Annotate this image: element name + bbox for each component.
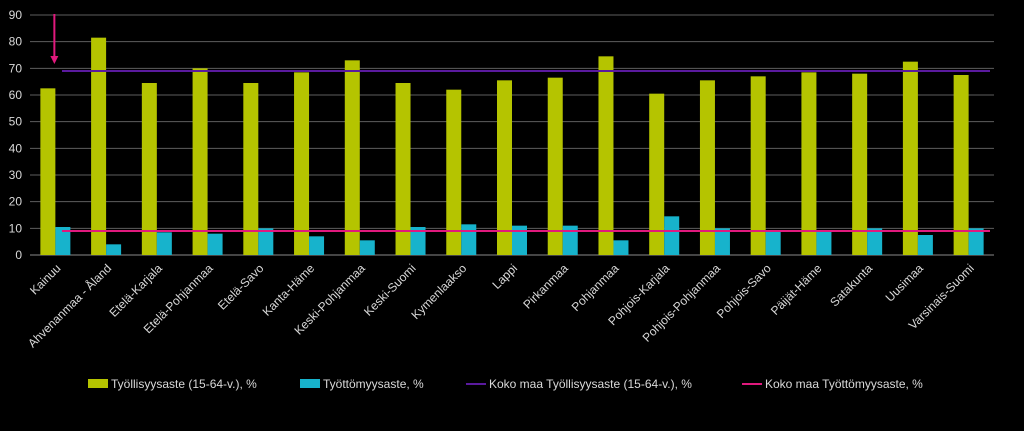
bar-unemployment-1 — [106, 244, 122, 255]
y-tick-label: 50 — [9, 115, 23, 129]
legend-swatch — [300, 379, 320, 388]
legend-label: Työllisyysaste (15-64-v.), % — [111, 377, 257, 391]
bar-unemployment-15 — [816, 231, 832, 255]
bar-unemployment-10 — [562, 225, 578, 255]
bar-employment-4 — [243, 83, 259, 255]
bar-employment-2 — [141, 83, 157, 255]
legend-swatch — [88, 379, 108, 388]
legend: Työllisyysaste (15-64-v.), % Työttömyysas… — [88, 377, 923, 391]
bar-employment-16 — [852, 73, 868, 256]
bar-employment-18 — [953, 75, 969, 255]
y-tick-label: 0 — [15, 248, 22, 262]
bar-unemployment-8 — [461, 224, 477, 255]
bars — [40, 37, 984, 256]
bar-employment-10 — [547, 77, 563, 256]
y-tick-label: 70 — [9, 61, 23, 75]
bar-employment-14 — [750, 76, 766, 255]
bar-unemployment-18 — [968, 228, 984, 255]
bar-unemployment-5 — [309, 236, 325, 255]
bar-employment-8 — [446, 89, 462, 256]
annotation-arrow-head — [50, 56, 59, 64]
bar-unemployment-13 — [714, 228, 730, 255]
bar-unemployment-16 — [867, 228, 883, 255]
bar-employment-13 — [699, 80, 715, 255]
bar-employment-17 — [902, 61, 918, 255]
y-tick-label: 30 — [9, 168, 23, 182]
bar-unemployment-4 — [258, 228, 274, 255]
y-tick-label: 80 — [9, 35, 23, 49]
bar-employment-7 — [395, 83, 411, 255]
bar-employment-1 — [91, 37, 107, 255]
bar-unemployment-3 — [207, 233, 223, 255]
legend-label: Koko maa Työllisyysaste (15-64-v.), % — [489, 377, 692, 391]
bar-unemployment-0 — [55, 227, 71, 255]
legend-label: Koko maa Työttömyysaste, % — [765, 377, 923, 391]
bar-unemployment-6 — [359, 240, 375, 255]
bar-unemployment-14 — [765, 231, 781, 255]
bar-employment-0 — [40, 88, 56, 255]
y-axis-ticks: 0 10 20 30 40 50 60 70 80 90 — [9, 8, 23, 262]
bar-unemployment-2 — [156, 232, 172, 255]
y-tick-label: 40 — [9, 141, 23, 155]
bar-unemployment-7 — [410, 227, 426, 255]
bar-employment-11 — [598, 56, 614, 256]
y-tick-label: 10 — [9, 221, 23, 235]
bar-unemployment-9 — [512, 225, 527, 255]
bar-employment-3 — [192, 68, 208, 255]
y-tick-label: 20 — [9, 195, 23, 209]
bar-unemployment-17 — [917, 235, 933, 255]
bar-employment-6 — [344, 60, 360, 256]
bar-employment-15 — [801, 72, 817, 255]
bar-unemployment-11 — [613, 240, 629, 255]
bar-employment-9 — [497, 80, 512, 255]
bar-employment-5 — [294, 72, 310, 255]
bar-unemployment-12 — [664, 216, 680, 255]
legend-label: Työttömyysaste, % — [323, 377, 424, 391]
y-tick-label: 90 — [9, 8, 23, 22]
bar-employment-12 — [649, 93, 665, 256]
reference-lines — [62, 70, 990, 232]
y-tick-label: 60 — [9, 88, 23, 102]
annotation — [50, 14, 59, 64]
